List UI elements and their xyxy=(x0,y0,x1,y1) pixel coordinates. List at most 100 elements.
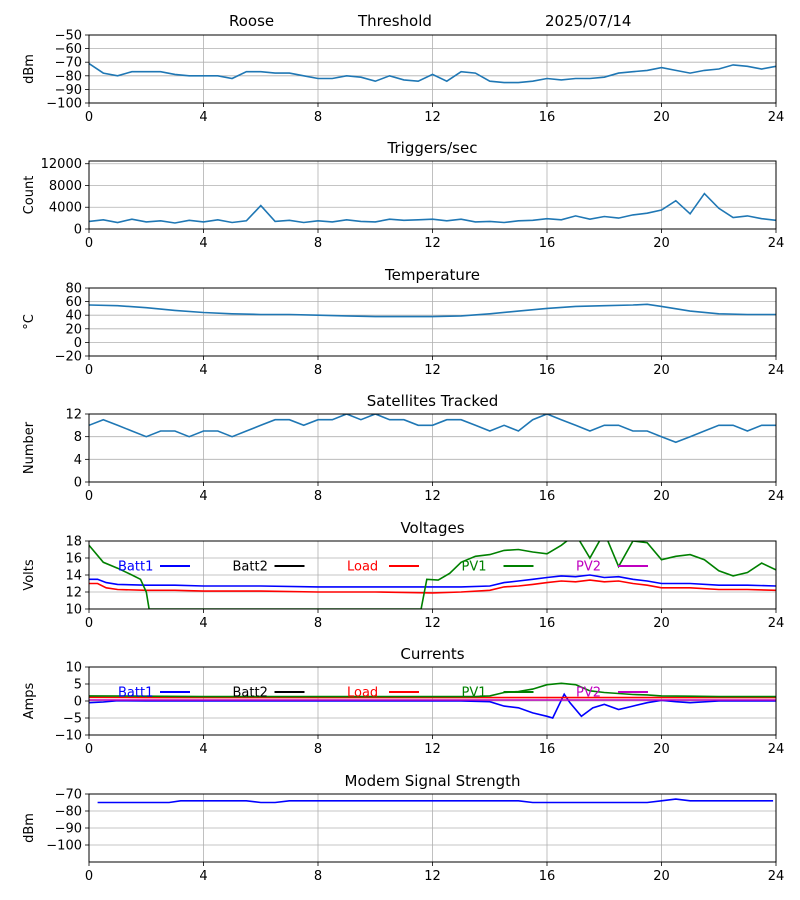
y-tick-label: 4000 xyxy=(49,201,82,216)
x-tick-label: 4 xyxy=(199,110,207,125)
x-tick-label: 4 xyxy=(199,363,207,378)
y-tick-label: 8000 xyxy=(49,179,82,194)
x-tick-label: 0 xyxy=(85,489,93,504)
legend-label: Batt2 xyxy=(233,560,268,575)
x-tick-label: 4 xyxy=(199,489,207,504)
x-tick-label: 12 xyxy=(424,236,441,251)
y-tick-label: 80 xyxy=(65,282,82,297)
x-tick-label: 4 xyxy=(199,616,207,631)
y-tick-label: 14 xyxy=(65,569,82,584)
y-tick-label: 12000 xyxy=(41,157,82,172)
x-tick-label: 8 xyxy=(314,489,322,504)
x-tick-label: 12 xyxy=(424,363,441,378)
x-tick-label: 24 xyxy=(768,869,785,884)
x-tick-label: 16 xyxy=(539,236,556,251)
y-tick-label: 4 xyxy=(74,453,82,468)
x-tick-label: 20 xyxy=(653,236,670,251)
x-tick-label: 20 xyxy=(653,616,670,631)
series-line-load xyxy=(89,579,776,594)
series-line-pv1 xyxy=(89,541,776,609)
y-tick-label: 40 xyxy=(65,309,82,324)
y-axis-label: dBm xyxy=(22,54,37,84)
y-tick-label: 0 xyxy=(74,476,82,491)
y-tick-label: −20 xyxy=(55,350,82,365)
x-tick-label: 12 xyxy=(424,489,441,504)
y-tick-label: −70 xyxy=(55,788,82,803)
header-station: Roose xyxy=(229,12,275,30)
legend-label: Batt1 xyxy=(118,686,153,701)
y-axis-label: Volts xyxy=(22,559,37,591)
y-tick-label: 12 xyxy=(65,408,82,423)
x-tick-label: 16 xyxy=(539,616,556,631)
x-tick-label: 24 xyxy=(768,489,785,504)
panel-title: Modem Signal Strength xyxy=(345,772,521,790)
y-tick-label: 10 xyxy=(65,661,82,676)
y-axis-label: Amps xyxy=(22,682,37,719)
y-tick-label: 16 xyxy=(65,552,82,567)
panel-title: Currents xyxy=(400,645,464,663)
y-tick-label: −90 xyxy=(55,822,82,837)
x-tick-label: 20 xyxy=(653,869,670,884)
legend-label: PV2 xyxy=(576,686,601,701)
y-tick-label: −100 xyxy=(46,839,82,854)
y-axis-label: Number xyxy=(22,421,37,474)
y-tick-label: −80 xyxy=(55,805,82,820)
y-tick-label: −80 xyxy=(55,69,82,84)
x-tick-label: 8 xyxy=(314,869,322,884)
x-tick-label: 8 xyxy=(314,363,322,378)
x-tick-label: 12 xyxy=(424,869,441,884)
x-tick-label: 20 xyxy=(653,110,670,125)
y-axis-label: Count xyxy=(22,176,37,215)
x-tick-label: 12 xyxy=(424,742,441,757)
legend-label: Batt2 xyxy=(233,686,268,701)
panel-title: Voltages xyxy=(400,519,464,537)
legend-label: PV2 xyxy=(576,560,601,575)
y-tick-label: 0 xyxy=(74,223,82,238)
x-tick-label: 0 xyxy=(85,616,93,631)
x-tick-label: 16 xyxy=(539,110,556,125)
series-line-batt1 xyxy=(89,692,776,719)
y-tick-label: −60 xyxy=(55,42,82,57)
y-tick-label: 0 xyxy=(74,336,82,351)
x-tick-label: 0 xyxy=(85,236,93,251)
x-tick-label: 4 xyxy=(199,742,207,757)
panel-title: Triggers/sec xyxy=(387,139,478,157)
x-tick-label: 12 xyxy=(424,616,441,631)
x-tick-label: 20 xyxy=(653,489,670,504)
header-mode: Threshold xyxy=(358,12,432,30)
x-tick-label: 24 xyxy=(768,742,785,757)
y-tick-label: −90 xyxy=(55,83,82,98)
x-tick-label: 0 xyxy=(85,363,93,378)
legend-label: PV1 xyxy=(462,686,487,701)
x-tick-label: 16 xyxy=(539,363,556,378)
x-tick-label: 16 xyxy=(539,742,556,757)
legend-label: Load xyxy=(347,560,378,575)
y-tick-label: 12 xyxy=(65,586,82,601)
series-line-data xyxy=(89,62,776,84)
series-line-data xyxy=(97,798,774,804)
panel-title: Temperature xyxy=(384,266,480,284)
y-tick-label: 0 xyxy=(74,695,82,710)
y-tick-label: 18 xyxy=(65,535,82,550)
y-tick-label: −100 xyxy=(46,97,82,112)
x-tick-label: 12 xyxy=(424,110,441,125)
x-tick-label: 0 xyxy=(85,110,93,125)
series-line-data xyxy=(89,303,776,318)
x-tick-label: 8 xyxy=(314,110,322,125)
panel-title: Satellites Tracked xyxy=(367,392,498,410)
y-axis-label: °C xyxy=(22,314,37,330)
x-tick-label: 4 xyxy=(199,869,207,884)
y-tick-label: −10 xyxy=(55,729,82,744)
x-tick-label: 8 xyxy=(314,236,322,251)
series-line-data xyxy=(89,414,776,444)
y-tick-label: 60 xyxy=(65,295,82,310)
x-tick-label: 24 xyxy=(768,616,785,631)
y-tick-label: −70 xyxy=(55,56,82,71)
x-tick-label: 16 xyxy=(539,869,556,884)
y-axis-label: dBm xyxy=(22,813,37,843)
y-tick-label: −50 xyxy=(55,29,82,44)
x-tick-label: 24 xyxy=(768,236,785,251)
x-tick-label: 24 xyxy=(768,363,785,378)
header-date: 2025/07/14 xyxy=(545,12,632,30)
